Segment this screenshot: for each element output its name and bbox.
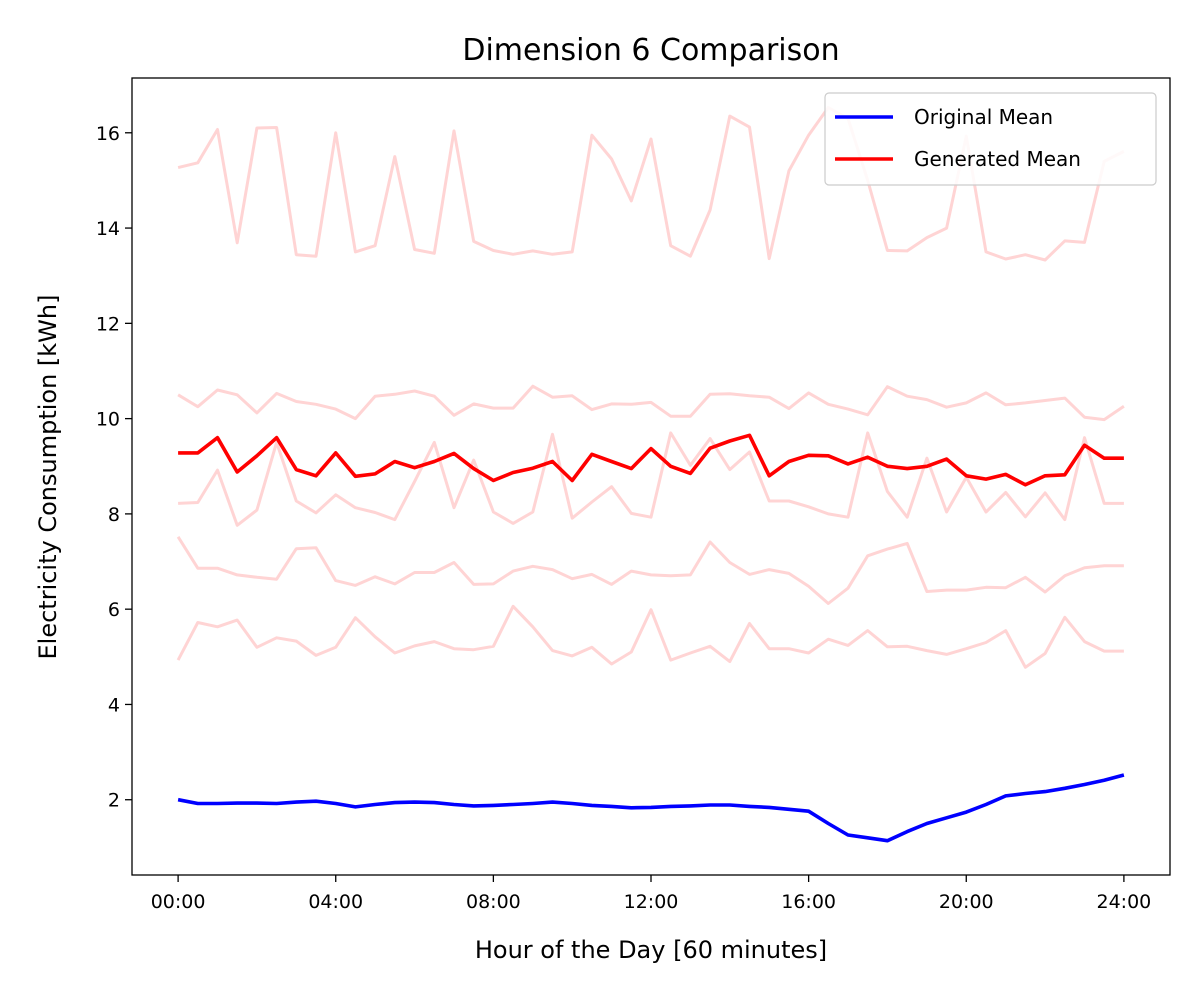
x-tick-label: 04:00 [308,891,363,913]
x-tick-label: 24:00 [1097,891,1152,913]
x-tick-label: 00:00 [151,891,206,913]
y-axis: 2 4 6 8 10 12 14 16 [96,123,132,812]
x-axis-label: Hour of the Day [60 minutes] [475,936,827,964]
y-tick-label: 8 [108,504,120,526]
sample-series-line [176,536,1124,605]
original-legend-label: Original Mean [914,105,1053,129]
legend: Original Mean Generated Mean [824,92,1157,186]
legend-box [824,92,1157,186]
chart-title: Dimension 6 Comparison [462,33,839,68]
x-axis: 00:00 04:00 08:00 12:00 16:00 20:00 24:00 [151,875,1152,913]
y-tick-label: 16 [96,123,120,145]
x-tick-label: 20:00 [939,891,994,913]
original-mean-line [177,773,1125,843]
y-tick-label: 12 [96,313,120,335]
y-tick-label: 4 [108,694,120,716]
x-tick-label: 08:00 [466,891,521,913]
mean-lines [177,433,1125,843]
y-tick-label: 6 [108,599,120,621]
generated-legend-label: Generated Mean [914,147,1081,171]
x-tick-label: 12:00 [624,891,679,913]
sample-series-line [176,604,1124,669]
y-tick-label: 14 [96,218,120,240]
y-tick-label: 2 [108,790,120,812]
sample-series-line [177,384,1125,422]
y-axis-label: Electricity Consumption [kWh] [34,295,62,660]
x-tick-label: 16:00 [781,891,836,913]
generated-mean-line [178,433,1124,487]
y-tick-label: 10 [96,409,120,431]
